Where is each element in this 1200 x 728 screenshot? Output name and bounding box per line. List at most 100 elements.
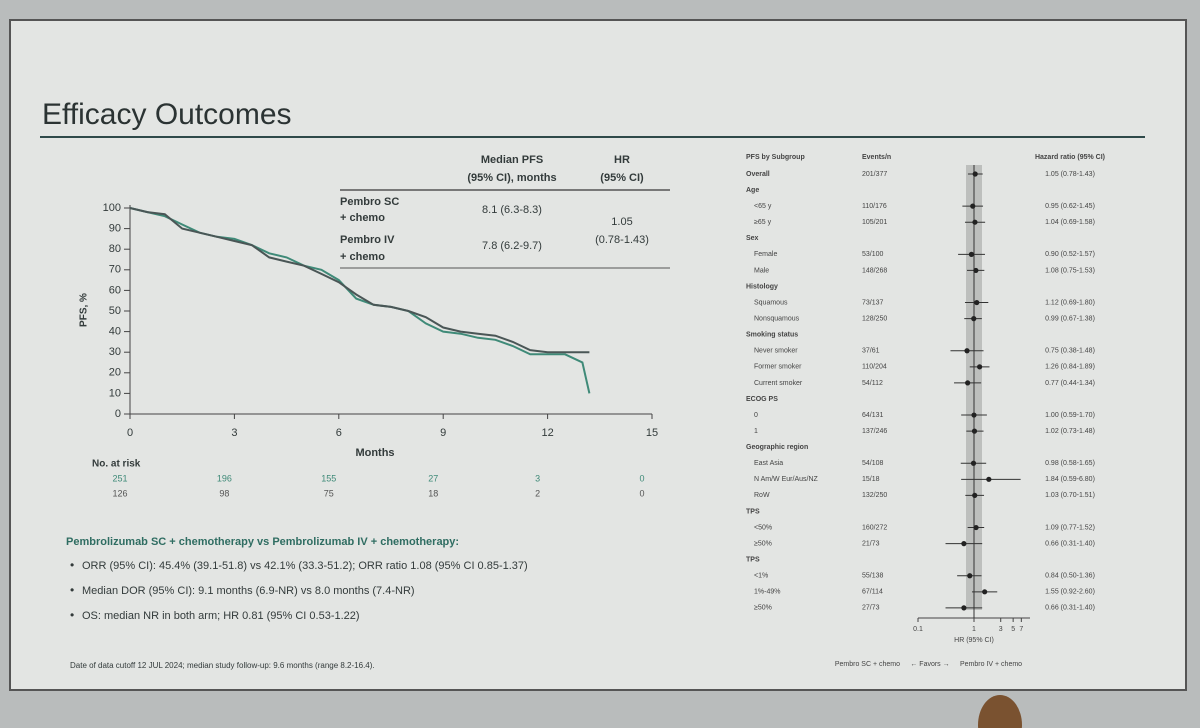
hr-point	[982, 589, 988, 595]
events: 67/114	[862, 589, 883, 596]
table-header: Median PFS	[481, 154, 543, 166]
y-tick-label: 90	[109, 223, 121, 235]
events: 54/112	[862, 380, 883, 387]
hr-point	[971, 412, 977, 418]
bullet: OS: median NR in both arm; HR 0.81 (95% …	[82, 610, 360, 622]
x-tick-label: 3	[231, 427, 237, 439]
subgroup-label: TPS	[746, 557, 760, 564]
events: 110/176	[862, 203, 887, 210]
hr-point	[971, 428, 978, 434]
footnote: Date of data cutoff 12 JUL 2024; median …	[70, 661, 375, 670]
subgroup-label: Squamous	[754, 299, 788, 306]
hr-text: 0.66 (0.31-1.40)	[1045, 605, 1095, 612]
subgroup-label: 1%-49%	[754, 589, 780, 596]
x-tick-label: 15	[646, 427, 658, 439]
bullets-heading: Pembrolizumab SC + chemotherapy vs Pembr…	[66, 536, 459, 548]
median-pfs: 7.8 (6.2-9.7)	[482, 240, 542, 252]
subgroup-label: 0	[754, 412, 758, 419]
hr-point	[977, 364, 983, 370]
events: 201/377	[862, 171, 887, 178]
risk-count: 155	[321, 473, 336, 483]
hr-point	[972, 492, 978, 498]
risk-count: 251	[112, 473, 127, 483]
hr-text: 0.99 (0.67-1.38)	[1045, 315, 1095, 322]
slide	[9, 19, 1187, 691]
y-tick-label: 40	[109, 326, 121, 338]
hr-text: 0.66 (0.31-1.40)	[1045, 540, 1095, 547]
arm-label: + chemo	[340, 212, 385, 224]
legend: Pembro SC + chemo	[835, 661, 900, 668]
slide-title: Efficacy Outcomes	[42, 98, 292, 131]
subgroup-label: Overall	[746, 171, 770, 178]
events: 137/246	[862, 428, 887, 435]
x-tick-label: 12	[541, 427, 553, 439]
y-axis-title: PFS, %	[79, 293, 90, 327]
subgroup-label: 1	[754, 428, 758, 435]
subgroup-label: <65 y	[754, 203, 772, 210]
subgroup-label: Smoking status	[746, 332, 798, 339]
hr-text: 1.26 (0.84-1.89)	[1045, 364, 1095, 371]
subgroup-label: Never smoker	[754, 348, 798, 355]
bullet: Median DOR (95% CI): 9.1 months (6.9-NR)…	[82, 585, 415, 597]
forest-axis-title: HR (95% CI)	[954, 637, 994, 644]
events: 54/108	[862, 460, 884, 467]
y-tick-label: 0	[115, 408, 121, 420]
events: 73/137	[862, 299, 884, 306]
subgroup-label: Geographic region	[746, 444, 808, 451]
bullet-dot: •	[70, 583, 74, 597]
hr-point	[973, 267, 979, 274]
risk-count: 27	[428, 473, 438, 483]
hr-text: 0.84 (0.50-1.36)	[1045, 573, 1095, 580]
forest-tick-label: 5	[1011, 626, 1015, 633]
events: 53/100	[862, 251, 884, 258]
arm-label: + chemo	[340, 251, 385, 263]
events: 160/272	[862, 524, 887, 531]
hr-point	[965, 380, 971, 386]
y-tick-label: 100	[103, 202, 121, 214]
table-header: HR	[614, 154, 630, 166]
y-tick-label: 10	[109, 387, 121, 399]
presenter-head	[978, 695, 1022, 728]
y-tick-label: 20	[109, 367, 121, 379]
events: 55/138	[862, 573, 884, 580]
hr-point	[968, 251, 975, 257]
hr-text: 0.98 (0.58-1.65)	[1045, 460, 1095, 467]
risk-count: 126	[112, 488, 127, 498]
hr-point	[972, 171, 978, 177]
hr-text: 0.90 (0.52-1.57)	[1045, 251, 1095, 258]
hr-point	[961, 541, 967, 547]
risk-count: 0	[639, 488, 644, 498]
x-axis-title: Months	[355, 447, 394, 459]
risk-count: 196	[217, 473, 232, 483]
y-tick-label: 50	[109, 305, 121, 317]
risk-count: 98	[219, 488, 229, 498]
risk-count: 75	[324, 488, 334, 498]
risk-count: 18	[428, 488, 438, 498]
hr-text: 1.02 (0.73-1.48)	[1045, 428, 1095, 435]
subgroup-label: ≥50%	[754, 605, 772, 612]
hr-point	[970, 460, 977, 466]
risk-title: No. at risk	[92, 459, 141, 470]
hr-text: 1.09 (0.77-1.52)	[1045, 524, 1095, 531]
events: 105/201	[862, 219, 887, 226]
hr-point	[970, 203, 976, 209]
subgroup-label: TPS	[746, 508, 760, 515]
forest-header: Events/n	[862, 154, 891, 161]
hr-text: 1.03 (0.70-1.51)	[1045, 492, 1095, 499]
hr-point	[967, 573, 973, 579]
events: 132/250	[862, 492, 887, 499]
hr-text: 1.04 (0.69-1.58)	[1045, 219, 1095, 226]
hr-text: 0.77 (0.44-1.34)	[1045, 380, 1095, 387]
subgroup-label: ≥50%	[754, 540, 772, 547]
subgroup-label: Current smoker	[754, 380, 803, 387]
hazard-ratio: 1.05	[611, 216, 632, 228]
forest-tick-label: 1	[972, 626, 976, 633]
risk-count: 2	[535, 488, 540, 498]
hr-text: 1.12 (0.69-1.80)	[1045, 299, 1095, 306]
hr-point	[974, 299, 980, 306]
x-tick-label: 6	[336, 427, 342, 439]
bullet: ORR (95% CI): 45.4% (39.1-51.8) vs 42.1%…	[82, 560, 528, 572]
hr-text: 1.05 (0.78-1.43)	[1045, 171, 1095, 178]
